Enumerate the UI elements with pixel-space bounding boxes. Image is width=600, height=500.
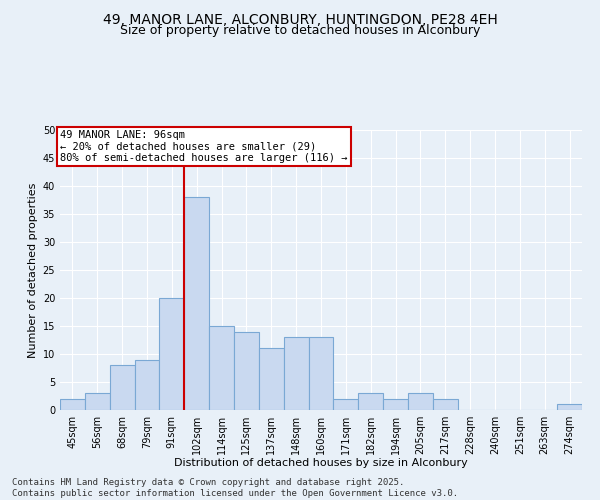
X-axis label: Distribution of detached houses by size in Alconbury: Distribution of detached houses by size … xyxy=(174,458,468,468)
Bar xyxy=(234,332,259,410)
Bar xyxy=(334,399,358,410)
Bar xyxy=(134,360,160,410)
Text: 49 MANOR LANE: 96sqm
← 20% of detached houses are smaller (29)
80% of semi-detac: 49 MANOR LANE: 96sqm ← 20% of detached h… xyxy=(60,130,347,163)
Text: Contains HM Land Registry data © Crown copyright and database right 2025.
Contai: Contains HM Land Registry data © Crown c… xyxy=(12,478,458,498)
Text: 49, MANOR LANE, ALCONBURY, HUNTINGDON, PE28 4EH: 49, MANOR LANE, ALCONBURY, HUNTINGDON, P… xyxy=(103,12,497,26)
Bar xyxy=(557,404,582,410)
Bar xyxy=(184,197,209,410)
Bar xyxy=(284,337,308,410)
Y-axis label: Number of detached properties: Number of detached properties xyxy=(28,182,38,358)
Bar xyxy=(408,393,433,410)
Bar xyxy=(85,393,110,410)
Bar xyxy=(259,348,284,410)
Bar xyxy=(160,298,184,410)
Bar xyxy=(60,399,85,410)
Text: Size of property relative to detached houses in Alconbury: Size of property relative to detached ho… xyxy=(120,24,480,37)
Bar xyxy=(209,326,234,410)
Bar xyxy=(110,365,134,410)
Bar xyxy=(358,393,383,410)
Bar xyxy=(383,399,408,410)
Bar xyxy=(433,399,458,410)
Bar xyxy=(308,337,334,410)
